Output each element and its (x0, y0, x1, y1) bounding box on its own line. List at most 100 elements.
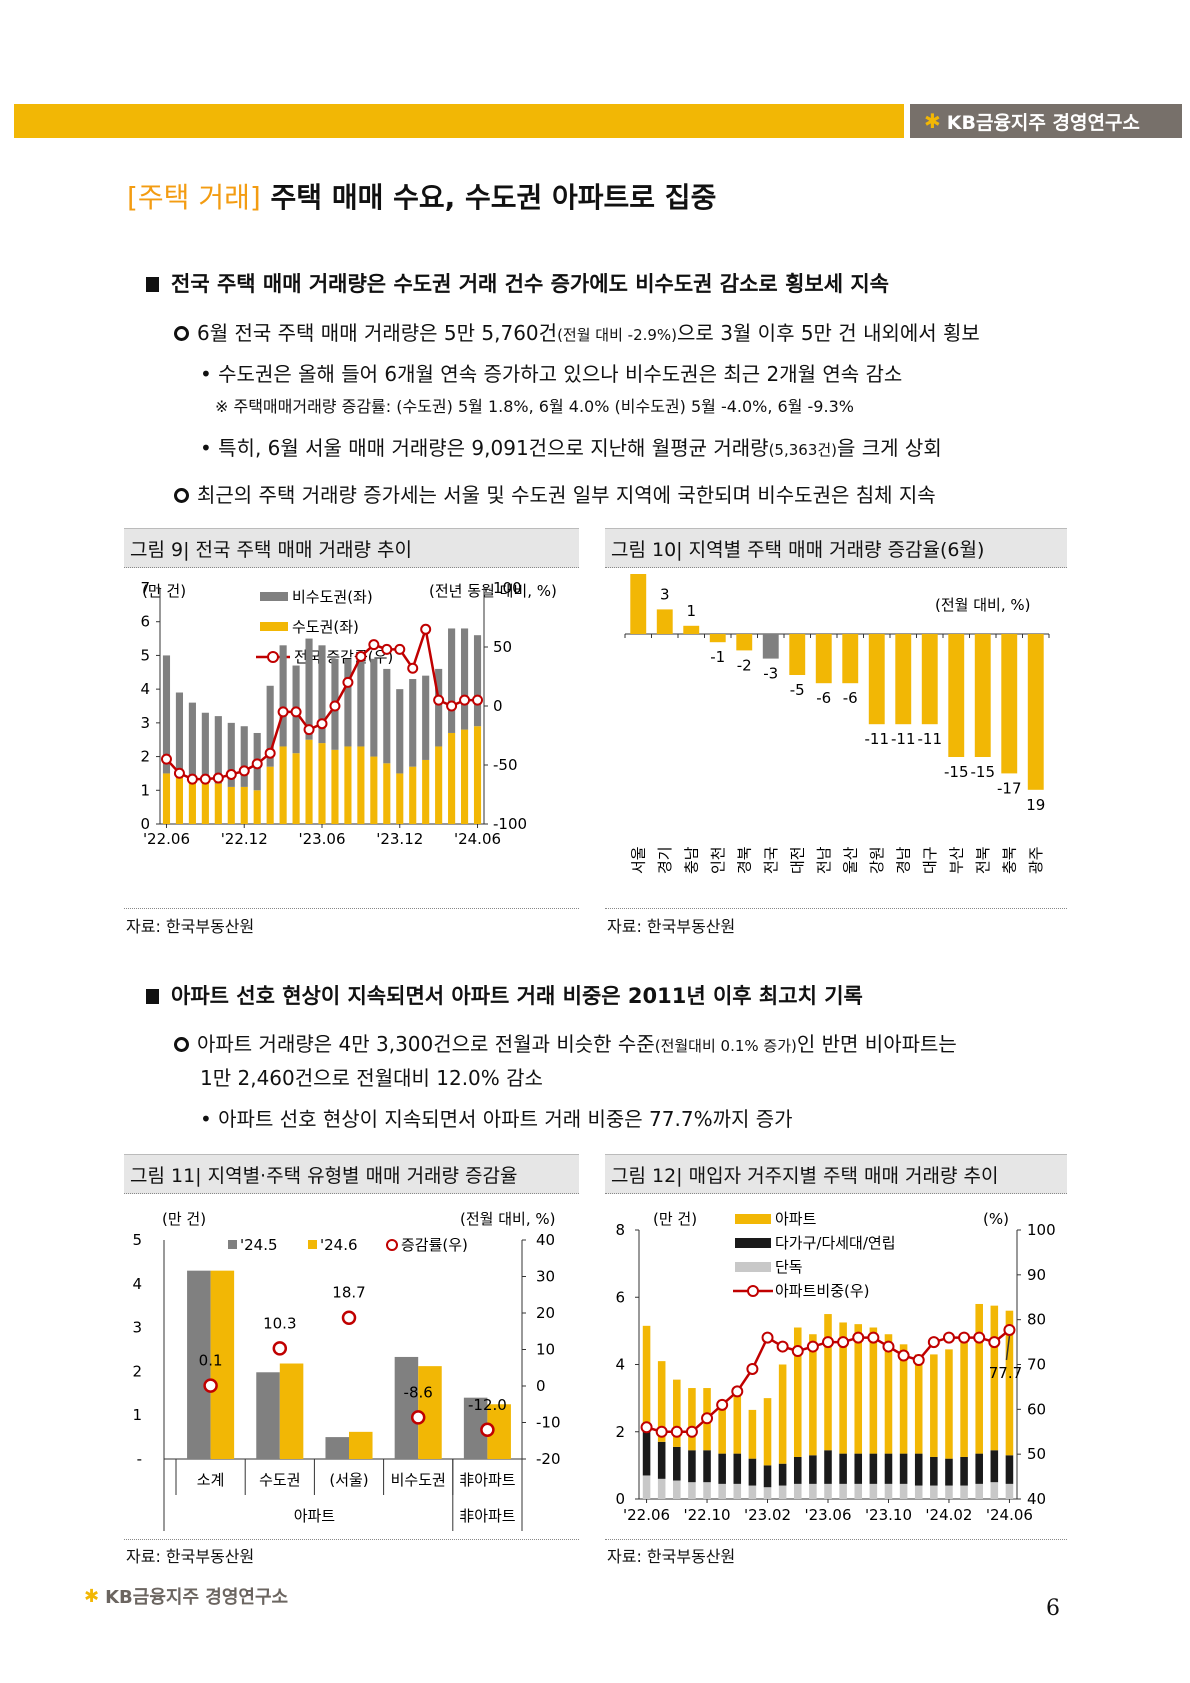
paragraph-1: 6월 전국 주택 매매 거래량은 5만 5,760건(전월 대비 -2.9%)으… (174, 317, 980, 346)
fig9-ytick-label-right: 0 (493, 697, 503, 715)
fig10-value-label: -6 (843, 689, 858, 707)
fig9-growth-point (251, 758, 263, 770)
fig10-bar (656, 609, 673, 634)
fig12-bar-multiunit (975, 1453, 983, 1484)
fig10-bar (762, 634, 779, 659)
fig12-title: 그림 12| 매입자 거주지별 주택 매매 거래량 추이 (605, 1154, 1067, 1194)
fig12-bar-multiunit (945, 1458, 953, 1486)
fig11-ytick-label-right: -20 (536, 1450, 561, 1468)
fig9-bar-capital (162, 773, 171, 824)
fig9-ylabel-right: (전년 동월 대비, %) (429, 582, 557, 600)
fig11-ylabel-left: (만 건) (162, 1210, 206, 1228)
fig10-bar (630, 574, 647, 634)
fig12-bar-apartment (930, 1354, 938, 1457)
fig12-bar-detached (990, 1482, 999, 1499)
fig12-bar-multiunit (869, 1453, 878, 1484)
fig9-growth-point (472, 694, 484, 706)
fig11-ytick-label-left: 3 (132, 1319, 142, 1337)
fig9-xtick-label: '24.06 (454, 830, 501, 848)
fig11-growth-label: 18.7 (332, 1284, 365, 1302)
fig11-ytick-label-left: 4 (132, 1275, 142, 1293)
fig9-ylabel-left: (만 건) (142, 582, 186, 600)
fig9-bar-noncapital (409, 679, 417, 767)
square-bullet-icon (146, 989, 159, 1004)
fig12-bar-multiunit (703, 1450, 711, 1483)
fig9-legend-swatch-nonseoul (260, 592, 288, 601)
title-text: 주택 매매 수요, 수도권 아파트로 집중 (270, 181, 717, 214)
kb-star-icon: ✱ (84, 1585, 100, 1607)
fig11-legend-3: 증감률(우) (401, 1236, 468, 1254)
fig10-value-label: -5 (790, 681, 805, 699)
fig12-bar-apartment (869, 1327, 878, 1454)
fig12-bar-detached (854, 1483, 863, 1499)
fig10-category-label: 전남 (815, 846, 833, 874)
kb-star-icon: ✱ (924, 109, 941, 133)
paragraph-3: 아파트 거래량은 4만 3,300건으로 전월과 비슷한 수준(전월대비 0.1… (174, 1028, 957, 1057)
fig11-bar-may (394, 1356, 419, 1459)
fig10-category-label: 경기 (656, 846, 674, 874)
fig12-share-point (670, 1425, 683, 1438)
fig12-bar-apartment (718, 1399, 726, 1454)
fig10-bar (868, 634, 885, 725)
fig9-growth-point (433, 694, 445, 706)
brand-logo: ✱ KB금융지주 경영연구소 (910, 104, 1182, 138)
fig12-share-point (882, 1340, 895, 1353)
fig9-growth-point (264, 747, 276, 759)
fig12-bar-apartment (854, 1324, 863, 1454)
fig9-bar-noncapital (175, 692, 184, 777)
fig12-bar-detached (748, 1485, 757, 1499)
fig11-growth-label: -12.0 (468, 1396, 507, 1414)
fig11-ytick-label-left: 5 (132, 1231, 142, 1249)
fig9-bar-capital (460, 729, 469, 824)
fig12-share-point (912, 1354, 925, 1367)
fig12-share-point (806, 1340, 819, 1353)
fig9-growth-point (290, 706, 302, 718)
fig10-value-label: -1 (710, 648, 725, 666)
fig9-growth-point (212, 772, 224, 784)
fig9-bar-noncapital (266, 685, 274, 767)
section-heading-2: 아파트 선호 현상이 지속되면서 아파트 거래 비중은 2011년 이후 최고치… (146, 980, 863, 1010)
fig9-ytick-label-left: 6 (140, 613, 150, 631)
fig12-bar-detached (642, 1475, 651, 1499)
fig11-growth-point (410, 1410, 426, 1425)
fig12-bar-apartment (793, 1327, 802, 1457)
fig10-bar (974, 634, 991, 757)
fig12-xtick-label: '22.06 (623, 1506, 670, 1524)
fig12-legend-3: 단독 (775, 1258, 803, 1276)
fig11-category-label: (서울) (329, 1471, 368, 1489)
fig11-legend-1: '24.5 (240, 1236, 278, 1254)
fig12-bar-detached (1005, 1483, 1014, 1499)
fig11-bar-june (279, 1363, 304, 1459)
fig9-xtick-label: '22.12 (221, 830, 268, 848)
fig9-bar-capital (331, 749, 339, 824)
fig9-growth-point (368, 639, 380, 651)
fig12-bar-apartment (657, 1361, 666, 1442)
fig10-value-label: -6 (816, 689, 831, 707)
fig12-xtick-label: '24.02 (925, 1506, 972, 1524)
fig12-source: 자료: 한국부동산원 (607, 1547, 736, 1566)
fig9-growth-point (355, 650, 367, 662)
fig9-bar-noncapital (188, 702, 196, 781)
fig11-bar-june (487, 1404, 511, 1459)
fig12-bar-detached (824, 1483, 832, 1499)
fig10-category-label: 경남 (894, 846, 912, 874)
fig9-ytick-label-left: 4 (140, 680, 150, 698)
fig9-bar-capital (279, 746, 287, 824)
fig12-bar-detached (839, 1483, 847, 1499)
fig12-bar-apartment (673, 1379, 681, 1447)
fig11-legend-swatch-1 (228, 1240, 237, 1249)
fig12-share-point (1003, 1323, 1016, 1336)
fig9-bar-noncapital (344, 658, 352, 747)
fig10-bar (921, 634, 938, 725)
fig9-bar-noncapital (460, 628, 469, 730)
fig10-bar (815, 634, 832, 684)
fig9-bar-capital (473, 726, 482, 824)
fig12-bar-multiunit (688, 1450, 696, 1483)
fig10-value-label: -15 (971, 763, 996, 781)
fig9-growth-point (316, 718, 328, 730)
fig9-bar-capital (396, 773, 404, 824)
fig9-ytick-label-left: 2 (140, 748, 150, 766)
fig9-bar-noncapital (396, 689, 404, 774)
fig10-category-label: 울산 (841, 846, 859, 874)
fig9-bar-capital (175, 776, 184, 824)
